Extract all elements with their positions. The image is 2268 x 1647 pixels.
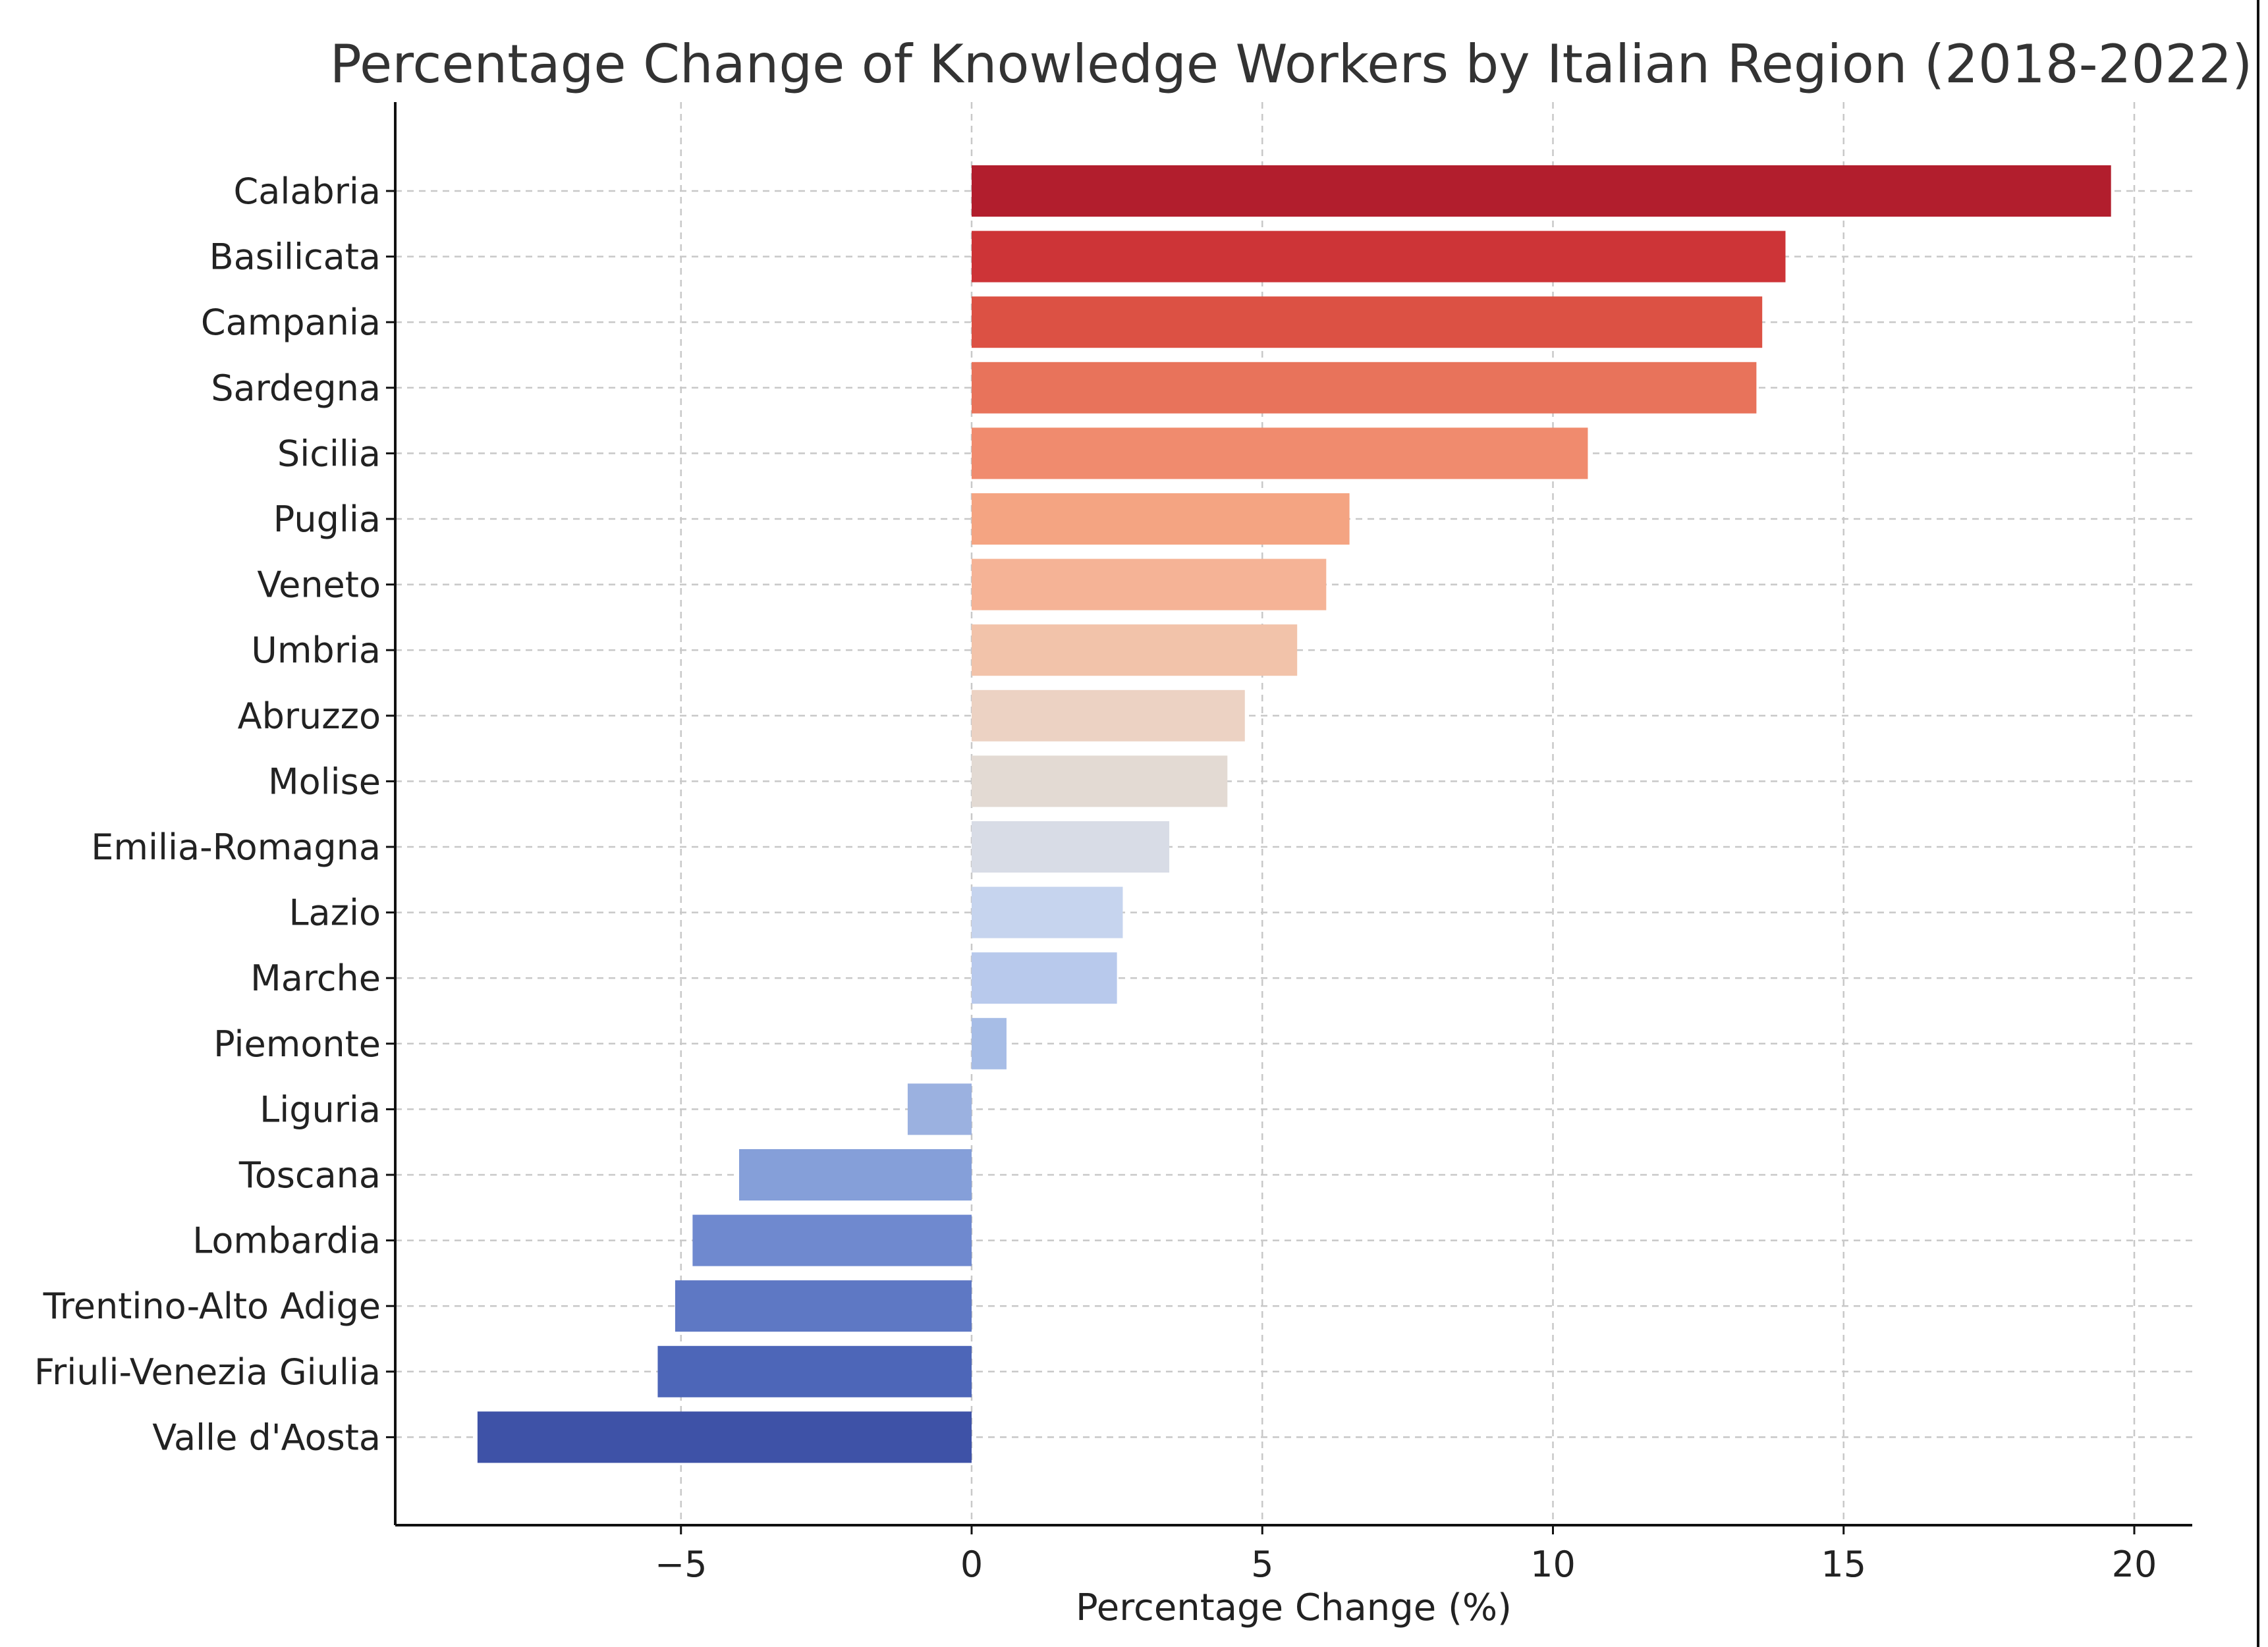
- category-label: Basilicata: [209, 236, 381, 278]
- bar-basilicata: [972, 230, 1786, 283]
- bar-valle-d-aosta: [477, 1411, 972, 1463]
- x-tick-label: 0: [960, 1544, 983, 1585]
- bar-molise: [972, 755, 1228, 807]
- bar-campania: [972, 296, 1763, 348]
- bar-umbria: [972, 624, 1298, 676]
- bar-toscana: [739, 1149, 972, 1201]
- category-label: Sicilia: [277, 433, 381, 474]
- bar-lazio: [972, 886, 1123, 938]
- category-label: Emilia-Romagna: [91, 826, 381, 868]
- bar-abruzzo: [972, 689, 1245, 742]
- bar-sardegna: [972, 362, 1757, 414]
- bar-puglia: [972, 493, 1350, 545]
- axes: [394, 0, 2259, 1647]
- category-label: Lombardia: [192, 1220, 381, 1262]
- category-label: Marche: [250, 958, 381, 999]
- bar-veneto: [972, 558, 1327, 610]
- x-tick-label: 20: [2112, 1544, 2157, 1585]
- category-label: Sardegna: [211, 367, 381, 409]
- bar-emilia-romagna: [972, 821, 1170, 873]
- category-label: Molise: [268, 761, 381, 802]
- category-label: Lazio: [289, 892, 381, 934]
- category-label: Trentino-Alto Adige: [43, 1285, 381, 1327]
- category-label: Liguria: [260, 1089, 381, 1130]
- category-label: Veneto: [257, 564, 381, 606]
- x-tick-label: −5: [655, 1544, 707, 1585]
- bar-sicilia: [972, 427, 1588, 479]
- bar-liguria: [907, 1083, 972, 1135]
- category-label: Valle d'Aosta: [152, 1417, 381, 1458]
- bar-marche: [972, 952, 1117, 1004]
- bar-friuli-venezia-giulia: [657, 1345, 972, 1397]
- category-label: Calabria: [234, 171, 381, 212]
- category-label: Toscana: [238, 1154, 381, 1196]
- category-label: Piemonte: [213, 1023, 381, 1065]
- y-tick-labels: Calabria Basilicata Campania Sardegna Sicili…: [34, 171, 395, 1458]
- x-axis-label: Percentage Change (%): [1076, 1586, 1512, 1629]
- x-tick-label: 15: [1821, 1544, 1866, 1585]
- bar-lombardia: [692, 1214, 972, 1266]
- category-label: Campania: [201, 302, 381, 343]
- x-tick-label: 5: [1251, 1544, 1273, 1585]
- bar-calabria: [972, 165, 2111, 217]
- x-tick-label: 10: [1530, 1544, 1576, 1585]
- category-label: Puglia: [273, 499, 381, 540]
- chart-title: Percentage Change of Knowledge Workers b…: [330, 34, 2253, 95]
- category-label: Abruzzo: [238, 695, 381, 737]
- bar-piemonte: [972, 1017, 1007, 1069]
- bars: [477, 165, 2111, 1463]
- category-label: Friuli-Venezia Giulia: [34, 1351, 381, 1393]
- x-tick-labels: −5 0 5 10 15 20: [655, 1525, 2157, 1585]
- category-label: Umbria: [251, 630, 381, 671]
- bar-trentino-alto-adige: [675, 1280, 972, 1332]
